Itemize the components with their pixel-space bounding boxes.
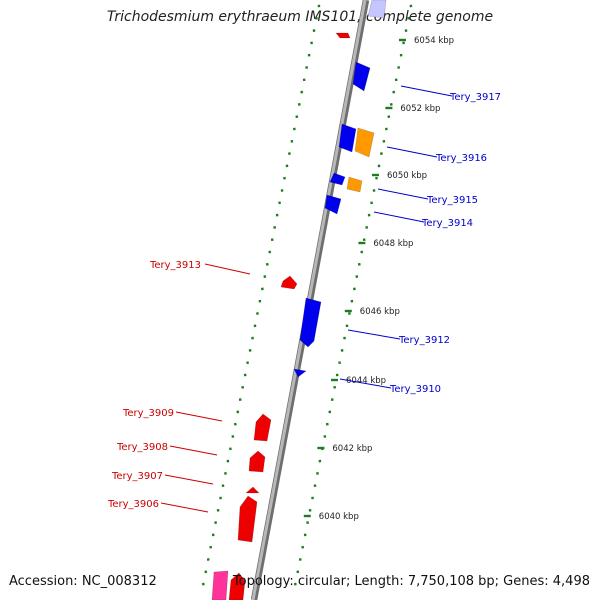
gene-leader-line — [175, 411, 223, 422]
gene-arrow-reverse — [245, 486, 260, 494]
scale-label: 6044 kbp — [346, 376, 386, 386]
scale-label: 6050 kbp — [387, 171, 427, 181]
gene-arrow-top-left — [335, 32, 351, 39]
topology-text: Topology: circular; Length: 7,750,108 bp… — [232, 574, 590, 589]
gene-arrow-forward — [324, 194, 342, 215]
gene-arrow-forward — [293, 368, 307, 378]
gene-leader-line — [373, 211, 425, 223]
gene-label[interactable]: Tery_3915 — [426, 195, 478, 206]
scale-label: 6048 kbp — [373, 239, 413, 249]
gene-label[interactable]: Tery_3912 — [398, 335, 450, 346]
gene-labels: Tery_3917 Tery_3916 Tery_3915 Tery_3914 Tery… — [107, 85, 501, 513]
gene-label[interactable]: Tery_3916 — [435, 153, 487, 164]
scale-label: 6042 kbp — [332, 444, 372, 454]
gene-leader-line — [347, 329, 401, 340]
gene-arrow-reverse — [228, 572, 246, 600]
gene-arrow-forward — [354, 127, 375, 158]
gene-arrow-forward — [346, 176, 363, 193]
gene-leader-line — [339, 378, 392, 389]
gene-arrow-forward — [338, 123, 357, 153]
gene-leader-line — [386, 146, 438, 158]
gene-arrow-forward — [299, 297, 322, 348]
map-title: Trichodesmium erythraeum IMS101, complet… — [106, 9, 494, 25]
scale-label: 6052 kbp — [400, 104, 440, 114]
gene-label[interactable]: Tery_3906 — [107, 499, 159, 510]
scale-labels: 6054 kbp 6052 kbp 6050 kbp 6048 kbp 6046 kbp… — [303, 36, 454, 522]
gene-arrow-reverse — [248, 450, 266, 473]
gene-arrow-reverse — [237, 495, 258, 543]
gene-leader-line — [377, 188, 429, 200]
gene-arrow-forward — [329, 172, 346, 186]
gene-leader-line — [160, 502, 209, 513]
gene-arrow-reverse — [253, 413, 272, 442]
scale-label: 6046 kbp — [360, 307, 400, 317]
gene-leader-line — [169, 445, 218, 456]
gene-arrow-reverse — [280, 275, 298, 290]
gene-arrow-top — [367, 0, 387, 19]
scale-label: 6040 kbp — [319, 512, 359, 522]
gene-label[interactable]: Tery_3914 — [421, 218, 473, 229]
gene-leader-line — [204, 263, 251, 275]
gene-leader-line — [400, 85, 453, 97]
accession-text: Accession: NC_008312 — [9, 574, 157, 589]
gene-features — [211, 0, 387, 600]
inner-tick-ring — [201, 4, 321, 586]
gene-label[interactable]: Tery_3913 — [149, 260, 201, 271]
gene-label[interactable]: Tery_3908 — [116, 442, 168, 453]
gene-leader-line — [164, 474, 214, 485]
gene-label[interactable]: Tery_3910 — [389, 384, 441, 395]
gene-label[interactable]: Tery_3909 — [122, 408, 174, 419]
gene-arrow-reverse — [211, 570, 229, 600]
gene-arrow-forward — [352, 61, 371, 92]
scale-label: 6054 kbp — [414, 36, 454, 46]
gene-label[interactable]: Tery_3917 — [449, 92, 501, 103]
gene-label[interactable]: Tery_3907 — [111, 471, 163, 482]
